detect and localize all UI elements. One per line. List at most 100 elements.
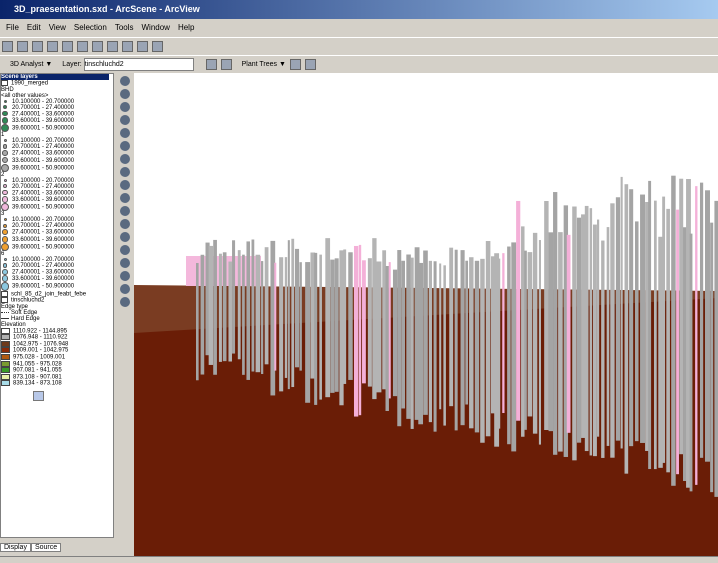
menu-item[interactable]: File — [6, 23, 19, 32]
tree-column — [577, 218, 581, 443]
tool-button[interactable] — [120, 89, 130, 99]
tool-icon[interactable] — [2, 41, 13, 52]
class-label-text: 27.400001 - 33.600000 — [12, 151, 74, 157]
tool-icon[interactable] — [137, 41, 148, 52]
class-label-text: 27.400001 - 33.600000 — [12, 230, 74, 236]
tool-icon[interactable] — [32, 41, 43, 52]
tree-column — [434, 261, 437, 431]
tree-column — [705, 190, 710, 461]
class-label: 33.600001 - 39.600000 — [1, 157, 113, 164]
layer-swatch — [33, 391, 44, 401]
tool-button[interactable] — [120, 180, 130, 190]
tool-icon[interactable] — [107, 41, 118, 52]
layer-value: tinschluchd2 — [85, 61, 124, 68]
tree-column — [393, 270, 397, 397]
tree-column — [461, 250, 465, 425]
tool-button[interactable] — [120, 232, 130, 242]
tool-button[interactable] — [120, 167, 130, 177]
tool-icon[interactable] — [92, 41, 103, 52]
tree-column — [629, 189, 633, 446]
symbol — [1, 80, 8, 86]
elevation-class-text: 1076.948 - 1110.922 — [13, 335, 68, 341]
tree-column — [362, 260, 366, 383]
symbol — [1, 354, 10, 360]
menu-item[interactable]: Window — [142, 23, 170, 32]
tree-column — [423, 251, 428, 415]
tool-icon[interactable] — [77, 41, 88, 52]
class-label: 39.600001 - 50.900000 — [1, 243, 113, 251]
menu-bar: File Edit View Selection Tools Window Help — [0, 20, 718, 36]
tree-column — [228, 262, 232, 362]
tool-icon[interactable] — [47, 41, 58, 52]
tool-button[interactable] — [120, 206, 130, 216]
menu-item[interactable]: Edit — [27, 23, 41, 32]
tool-button[interactable] — [120, 297, 130, 307]
symbol — [4, 100, 7, 103]
tool-button[interactable] — [120, 193, 130, 203]
tool-button[interactable] — [120, 245, 130, 255]
tree-column — [662, 197, 665, 463]
tool-icon[interactable] — [62, 41, 73, 52]
tree-column — [339, 250, 343, 405]
tree-column — [635, 221, 639, 441]
elevation-class: 975.028 - 1009.001 — [1, 354, 113, 361]
tab[interactable]: Display — [0, 543, 31, 552]
class-label: 33.600001 - 39.600000 — [1, 196, 113, 203]
tree-column — [196, 263, 199, 380]
tool-button[interactable] — [120, 76, 130, 86]
tab[interactable]: Source — [31, 543, 61, 552]
tool-icon[interactable] — [221, 59, 232, 70]
menu-item[interactable]: Help — [178, 23, 194, 32]
tree-column — [314, 253, 317, 405]
tree-column — [348, 252, 352, 380]
menu-item[interactable]: Tools — [115, 23, 134, 32]
tree-column — [511, 242, 516, 451]
class-label: 39.600001 - 50.900000 — [1, 282, 113, 290]
menu-item[interactable]: Selection — [74, 23, 107, 32]
tree-column — [480, 259, 484, 443]
tool-button[interactable] — [120, 219, 130, 229]
tree-column — [406, 255, 411, 419]
tree-column — [610, 203, 614, 457]
tree-column — [553, 192, 557, 455]
tool-button[interactable] — [120, 141, 130, 151]
class-label: 33.600001 - 39.600000 — [1, 117, 113, 124]
tree-column — [246, 241, 250, 380]
elevation-class-text: 907.081 - 941.055 — [13, 368, 62, 374]
menu-item[interactable]: View — [49, 23, 66, 32]
layer-name: tinschluchd2 — [1, 297, 113, 304]
tool-icon[interactable] — [290, 59, 301, 70]
analyst-menu[interactable]: 3D Analyst ▼ — [10, 61, 52, 68]
tree-column — [539, 240, 541, 445]
tool-icon[interactable] — [305, 59, 316, 70]
tool-button[interactable] — [120, 154, 130, 164]
tool-icon[interactable] — [206, 59, 217, 70]
tree-column — [261, 261, 263, 374]
layer-dropdown[interactable]: tinschluchd2 — [84, 58, 194, 71]
tree-column — [581, 214, 585, 438]
symbol — [4, 179, 7, 182]
tool-icon[interactable] — [122, 41, 133, 52]
analyst-toolbar: 3D Analyst ▼ Layer: tinschluchd2 Plant T… — [0, 55, 718, 73]
tool-icon[interactable] — [17, 41, 28, 52]
tree-column — [695, 186, 697, 485]
tool-button[interactable] — [120, 102, 130, 112]
tool-button[interactable] — [120, 258, 130, 268]
tree-column — [475, 261, 479, 433]
tree-column — [325, 238, 330, 397]
class-label: 33.600001 - 39.600000 — [1, 236, 113, 243]
tree-column — [376, 261, 381, 392]
class-label-text: 20.700001 - 27.400000 — [12, 105, 74, 111]
tool-button[interactable] — [120, 271, 130, 281]
tool-button[interactable] — [120, 284, 130, 294]
tree-column — [465, 261, 468, 405]
class-label: 39.600001 - 50.900000 — [1, 203, 113, 211]
class-label-text: 39.600001 - 50.900000 — [12, 126, 74, 132]
symbol — [1, 328, 10, 334]
tool-button[interactable] — [120, 128, 130, 138]
symbol — [1, 380, 10, 386]
tool-icon[interactable] — [152, 41, 163, 52]
tool-button[interactable] — [120, 115, 130, 125]
plant-trees-menu[interactable]: Plant Trees ▼ — [242, 61, 286, 68]
tree-column — [265, 247, 269, 364]
